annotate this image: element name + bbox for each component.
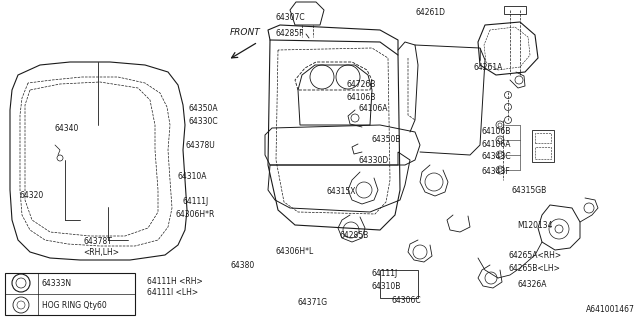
Text: 64378T: 64378T bbox=[83, 237, 112, 246]
Text: 64261A: 64261A bbox=[474, 63, 503, 72]
Text: HOG RING Qty60: HOG RING Qty60 bbox=[42, 300, 107, 309]
Text: 64261D: 64261D bbox=[416, 8, 446, 17]
Bar bbox=[532, 130, 554, 162]
Text: 64333N: 64333N bbox=[42, 278, 72, 287]
Text: 64285F: 64285F bbox=[275, 29, 304, 38]
Text: 64330D: 64330D bbox=[358, 156, 388, 164]
Text: 64310B: 64310B bbox=[371, 282, 401, 291]
Text: 64265B<LH>: 64265B<LH> bbox=[509, 264, 561, 273]
Text: FRONT: FRONT bbox=[230, 28, 260, 37]
Text: M120134: M120134 bbox=[517, 221, 552, 230]
Bar bbox=[5, 273, 135, 315]
Text: 64315X: 64315X bbox=[326, 188, 356, 196]
Text: 64307C: 64307C bbox=[275, 13, 305, 22]
Text: 64320: 64320 bbox=[19, 191, 44, 200]
Text: 64340: 64340 bbox=[54, 124, 79, 132]
Text: 64326A: 64326A bbox=[517, 280, 547, 289]
Text: 64106A: 64106A bbox=[481, 140, 511, 148]
Bar bbox=[535, 147, 551, 159]
Bar bbox=[380, 270, 418, 298]
Text: 64111J: 64111J bbox=[371, 269, 397, 278]
Text: 64380: 64380 bbox=[230, 261, 255, 270]
Text: 64343C: 64343C bbox=[481, 152, 511, 161]
Text: 64330C: 64330C bbox=[189, 117, 218, 126]
Text: 64111H <RH>: 64111H <RH> bbox=[147, 277, 203, 286]
Bar bbox=[535, 133, 551, 143]
Text: 64310A: 64310A bbox=[178, 172, 207, 180]
Text: 64106A: 64106A bbox=[358, 104, 388, 113]
Text: 64265A<RH>: 64265A<RH> bbox=[509, 252, 562, 260]
Text: 64350B: 64350B bbox=[371, 135, 401, 144]
Text: 64111I <LH>: 64111I <LH> bbox=[147, 288, 198, 297]
Text: A641001467: A641001467 bbox=[586, 305, 635, 314]
Text: 64285B: 64285B bbox=[339, 231, 369, 240]
Text: 64315GB: 64315GB bbox=[512, 186, 547, 195]
Text: 64726B: 64726B bbox=[347, 80, 376, 89]
Text: 64106B: 64106B bbox=[347, 93, 376, 102]
Text: 64350A: 64350A bbox=[189, 104, 218, 113]
Text: 64111J: 64111J bbox=[182, 197, 209, 206]
Text: 64306H*R: 64306H*R bbox=[176, 210, 216, 219]
Text: <RH,LH>: <RH,LH> bbox=[83, 248, 119, 257]
Text: 64306C: 64306C bbox=[392, 296, 421, 305]
Text: 64378U: 64378U bbox=[186, 141, 215, 150]
Text: 64371G: 64371G bbox=[298, 298, 328, 307]
Text: 64343F: 64343F bbox=[481, 167, 510, 176]
Text: 64306H*L: 64306H*L bbox=[275, 247, 314, 256]
Bar bbox=[504, 6, 526, 14]
Text: 64106B: 64106B bbox=[481, 127, 511, 136]
